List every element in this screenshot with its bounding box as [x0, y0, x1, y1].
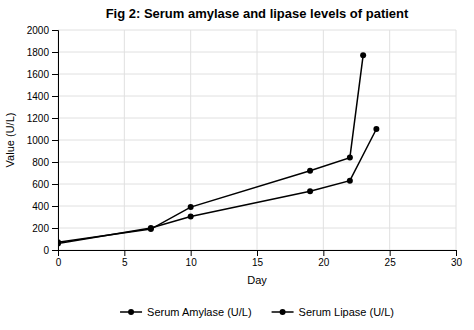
- x-axis-tick: 20: [318, 250, 330, 268]
- chart: 0 5 10 15 20 25 30 0 200 400 600 800 1000 1200 1400 160…: [0, 0, 474, 330]
- y-axis-tick-mark: [52, 162, 58, 163]
- series-point: [307, 188, 313, 194]
- series-point: [307, 168, 313, 174]
- y-axis-tick: 400: [32, 201, 58, 212]
- x-axis-tick: 15: [252, 250, 264, 268]
- grid-line-y: [58, 184, 456, 185]
- y-axis-tick: 800: [32, 157, 58, 168]
- plot: 0 5 10 15 20 25 30 0 200 400 600 800 1000 1200 1400 160…: [27, 25, 463, 268]
- grid-line-y: [58, 96, 456, 97]
- grid-line-y: [58, 162, 456, 163]
- series-point: [188, 204, 194, 210]
- x-axis-tick: 5: [122, 250, 128, 268]
- y-axis-tick-label: 1200: [27, 113, 50, 124]
- y-axis-tick-label: 1600: [27, 69, 50, 80]
- y-axis-tick: 2000: [27, 25, 58, 36]
- x-axis-tick-label: 0: [56, 257, 62, 268]
- y-axis-tick: 1800: [27, 47, 58, 58]
- y-axis-tick-label: 2000: [27, 25, 50, 36]
- legend-label: Serum Lipase (U/L): [299, 306, 394, 318]
- y-axis-tick-mark: [52, 228, 58, 229]
- x-axis-tick-mark: [390, 250, 391, 256]
- series-point: [373, 126, 379, 132]
- x-axis-tick-label: 25: [385, 257, 397, 268]
- x-axis-tick-label: 20: [318, 257, 330, 268]
- x-axis-tick-mark: [124, 250, 125, 256]
- grid-line-y: [58, 30, 456, 31]
- grid: [58, 30, 456, 250]
- x-axis-tick: 25: [385, 250, 397, 268]
- x-axis-tick: 30: [451, 250, 463, 268]
- legend-marker: [128, 309, 134, 315]
- legend: Serum Amylase (U/L) Serum Lipase (U/L): [120, 306, 394, 318]
- y-axis-tick-mark: [52, 184, 58, 185]
- y-axis-tick-label: 1800: [27, 47, 50, 58]
- grid-line-y: [58, 52, 456, 53]
- y-axis-tick-mark: [52, 140, 58, 141]
- x-axis-tick-mark: [323, 250, 324, 256]
- y-axis-tick-label: 400: [32, 201, 49, 212]
- series-point: [347, 155, 353, 161]
- x-axis-tick: 0: [56, 250, 62, 268]
- y-axis-tick-label: 600: [32, 179, 49, 190]
- legend-marker: [280, 309, 286, 315]
- grid-line-y: [58, 206, 456, 207]
- x-axis-tick-mark: [257, 250, 258, 256]
- legend-label: Serum Amylase (U/L): [147, 306, 252, 318]
- y-axis-tick-label: 800: [32, 157, 49, 168]
- y-axis-tick-label: 200: [32, 223, 49, 234]
- y-axis-tick-label: 1000: [27, 135, 50, 146]
- series-point: [188, 213, 194, 219]
- marks: [58, 52, 379, 246]
- series-line: [58, 55, 363, 242]
- y-axis-title: Value (U/L): [4, 113, 16, 168]
- y-axis-tick-mark: [52, 206, 58, 207]
- x-axis: 0 5 10 15 20 25 30: [56, 250, 463, 268]
- y-axis-tick-label: 0: [43, 245, 49, 256]
- x-axis-tick-label: 10: [186, 257, 198, 268]
- series-point: [347, 178, 353, 184]
- y-axis-tick-mark: [52, 74, 58, 75]
- y-axis-tick-mark: [52, 118, 58, 119]
- y-axis-tick: 1400: [27, 91, 58, 102]
- legend-item: Serum Lipase (U/L): [272, 306, 394, 318]
- y-axis-tick-mark: [52, 30, 58, 31]
- x-axis-tick-mark: [191, 250, 192, 256]
- grid-line-y: [58, 140, 456, 141]
- y-axis-tick-mark: [52, 250, 58, 251]
- y-axis-tick: 1200: [27, 113, 58, 124]
- y-axis-tick-mark: [52, 96, 58, 97]
- y-axis-tick: 200: [32, 223, 58, 234]
- series-point: [58, 239, 61, 245]
- legend-item: Serum Amylase (U/L): [120, 306, 252, 318]
- x-axis-tick-mark: [456, 250, 457, 256]
- x-axis-tick-label: 5: [122, 257, 128, 268]
- x-axis-tick: 10: [186, 250, 198, 268]
- y-axis-tick: 600: [32, 179, 58, 190]
- y-axis: 0 200 400 600 800 1000 1200 1400 1600 1800 2000: [27, 25, 59, 256]
- y-axis-tick-label: 1400: [27, 91, 50, 102]
- series-line: [58, 129, 376, 243]
- y-axis-tick-mark: [52, 52, 58, 53]
- y-axis-tick: 1000: [27, 135, 58, 146]
- grid-line-y: [58, 118, 456, 119]
- x-axis-title: Day: [247, 274, 267, 286]
- y-axis-line: [52, 31, 59, 251]
- x-axis-tick-label: 30: [451, 257, 463, 268]
- title: Fig 2: Serum amylase and lipase levels o…: [106, 6, 409, 21]
- series-point: [148, 226, 154, 232]
- y-axis-tick: 0: [43, 245, 58, 256]
- y-axis-tick: 1600: [27, 69, 58, 80]
- grid-line-y: [58, 228, 456, 229]
- grid-line-y: [58, 74, 456, 75]
- x-axis-line: [59, 251, 457, 257]
- series-point: [360, 52, 366, 58]
- x-axis-tick-label: 15: [252, 257, 264, 268]
